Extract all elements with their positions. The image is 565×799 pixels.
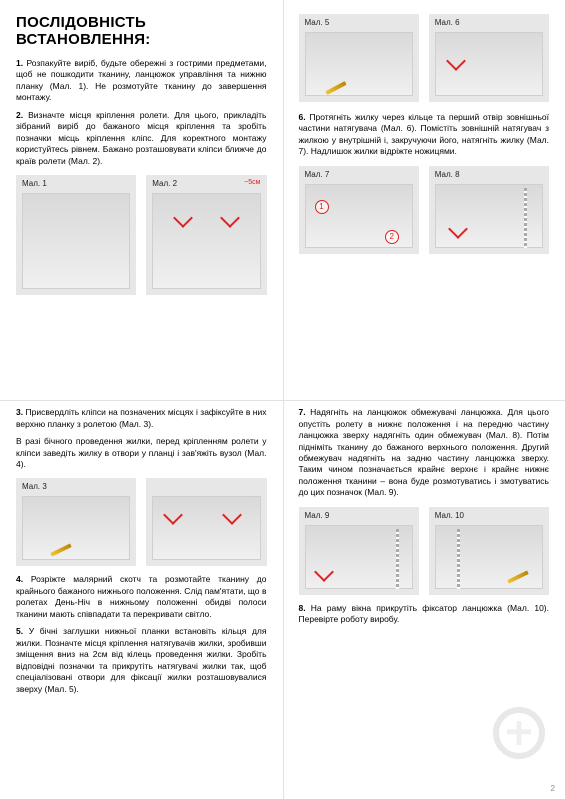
- step-7-text: Надягніть на ланцюжок обмежувачі ланцюжк…: [299, 407, 550, 497]
- figure-1-label: Мал. 1: [22, 179, 47, 188]
- figure-3-art: [22, 496, 130, 560]
- step-6: 6. Протягніть жилку через кільце та перш…: [299, 112, 550, 158]
- figure-4: Мал. 4: [146, 478, 266, 566]
- step-6-num: 6.: [299, 112, 306, 122]
- quadrant-top-left: ПОСЛІДОВНІСТЬ ВСТАНОВЛЕННЯ: 1. Розпакуйт…: [0, 0, 283, 393]
- figure-2-art: [152, 193, 260, 289]
- figure-1: Мал. 1: [16, 175, 136, 295]
- figure-8: Мал. 8: [429, 166, 549, 254]
- figure-2: Мал. 2 ~5см: [146, 175, 266, 295]
- figure-5-label: Мал. 5: [305, 18, 330, 27]
- step-1-text: Розпакуйте виріб, будьте обережні з гост…: [16, 58, 267, 102]
- figure-5: Мал. 5: [299, 14, 419, 102]
- figure-10-art: [435, 525, 543, 589]
- page-title: ПОСЛІДОВНІСТЬ ВСТАНОВЛЕННЯ:: [16, 14, 267, 48]
- step-3-text: Присвердліть кліпси на позначених місцях…: [16, 407, 267, 428]
- step-3: 3. Присвердліть кліпси на позначених міс…: [16, 407, 267, 430]
- figure-6-label: Мал. 6: [435, 18, 460, 27]
- callout-1: 1: [315, 200, 329, 214]
- figs-3-4: Мал. 3 Мал. 4: [16, 478, 267, 566]
- figure-2-dim: ~5см: [244, 179, 260, 186]
- step-8-text: На раму вікна прикрутіть фіксатор ланцюж…: [299, 603, 550, 624]
- step-2-num: 2.: [16, 110, 23, 120]
- step-7: 7. Надягніть на ланцюжок обмежувачі ланц…: [299, 407, 550, 499]
- figs-9-10: Мал. 9 Мал. 10: [299, 507, 550, 595]
- figure-6: Мал. 6: [429, 14, 549, 102]
- step-4-num: 4.: [16, 574, 23, 584]
- figure-2-label: Мал. 2: [152, 179, 177, 188]
- quadrant-bottom-right: 7. Надягніть на ланцюжок обмежувачі ланц…: [283, 393, 565, 799]
- step-2-text: Визначте місця кріплення ролети. Для цьо…: [16, 110, 267, 166]
- figure-3-label: Мал. 3: [22, 482, 47, 491]
- step-3b: В разі бічного проведення жилки, перед к…: [16, 436, 267, 470]
- figure-4-art: [152, 496, 260, 560]
- page-number: 2: [551, 784, 555, 793]
- quadrant-bottom-left: 3. Присвердліть кліпси на позначених міс…: [0, 393, 283, 799]
- figure-5-art: [305, 32, 413, 96]
- step-4-text: Розріжте малярний скотч та розмотайте тк…: [16, 574, 267, 618]
- figure-1-art: [22, 193, 130, 289]
- step-1-num: 1.: [16, 58, 23, 68]
- step-1: 1. Розпакуйте виріб, будьте обережні з г…: [16, 58, 267, 104]
- step-5-num: 5.: [16, 626, 23, 636]
- step-4: 4. Розріжте малярний скотч та розмотайте…: [16, 574, 267, 620]
- quadrant-top-right: Мал. 5 Мал. 6 6. Протягніть жилку через …: [283, 0, 565, 393]
- figure-10: Мал. 10: [429, 507, 549, 595]
- step-5-text: У бічні заглушки нижньої планки встанові…: [16, 626, 267, 693]
- figs-7-8: Мал. 7 1 2 Мал. 8: [299, 166, 550, 254]
- chain-icon: [524, 188, 527, 248]
- figure-7: Мал. 7 1 2: [299, 166, 419, 254]
- watermark-icon: [493, 707, 545, 759]
- step-6-text: Протягніть жилку через кільце та перший …: [299, 112, 550, 156]
- figure-9-label: Мал. 9: [305, 511, 330, 520]
- step-8-num: 8.: [299, 603, 306, 613]
- step-5: 5. У бічні заглушки нижньої планки встан…: [16, 626, 267, 695]
- step-8: 8. На раму вікна прикрутіть фіксатор лан…: [299, 603, 550, 626]
- figure-10-label: Мал. 10: [435, 511, 464, 520]
- figure-7-label: Мал. 7: [305, 170, 330, 179]
- figure-8-label: Мал. 8: [435, 170, 460, 179]
- figs-1-2: Мал. 1 Мал. 2 ~5см: [16, 175, 267, 295]
- callout-2: 2: [385, 230, 399, 244]
- chain-icon: [396, 529, 399, 589]
- chain-icon: [457, 529, 460, 589]
- step-3-num: 3.: [16, 407, 23, 417]
- figure-9: Мал. 9: [299, 507, 419, 595]
- step-7-num: 7.: [299, 407, 306, 417]
- step-2: 2. Визначте місця кріплення ролети. Для …: [16, 110, 267, 167]
- figure-3: Мал. 3: [16, 478, 136, 566]
- figs-5-6: Мал. 5 Мал. 6: [299, 14, 550, 102]
